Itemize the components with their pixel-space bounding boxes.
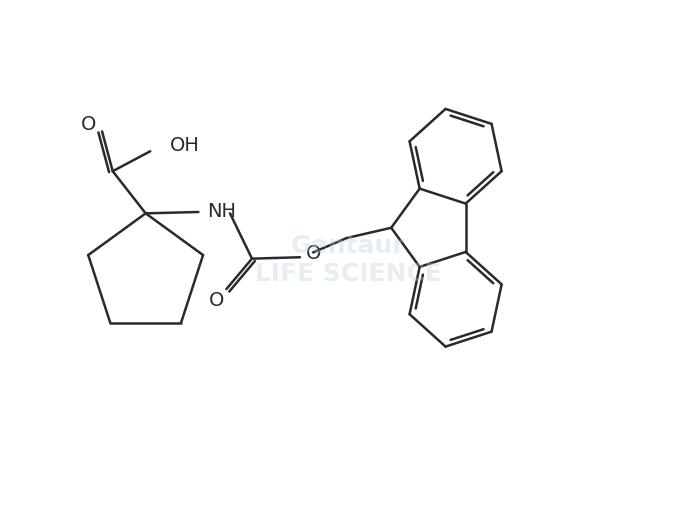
Text: O: O — [306, 244, 321, 263]
Text: O: O — [81, 115, 96, 134]
Text: O: O — [209, 291, 225, 309]
Text: Gentaur
LIFE SCIENCE: Gentaur LIFE SCIENCE — [255, 234, 441, 286]
Text: NH: NH — [207, 202, 236, 222]
Text: OH: OH — [169, 136, 199, 155]
